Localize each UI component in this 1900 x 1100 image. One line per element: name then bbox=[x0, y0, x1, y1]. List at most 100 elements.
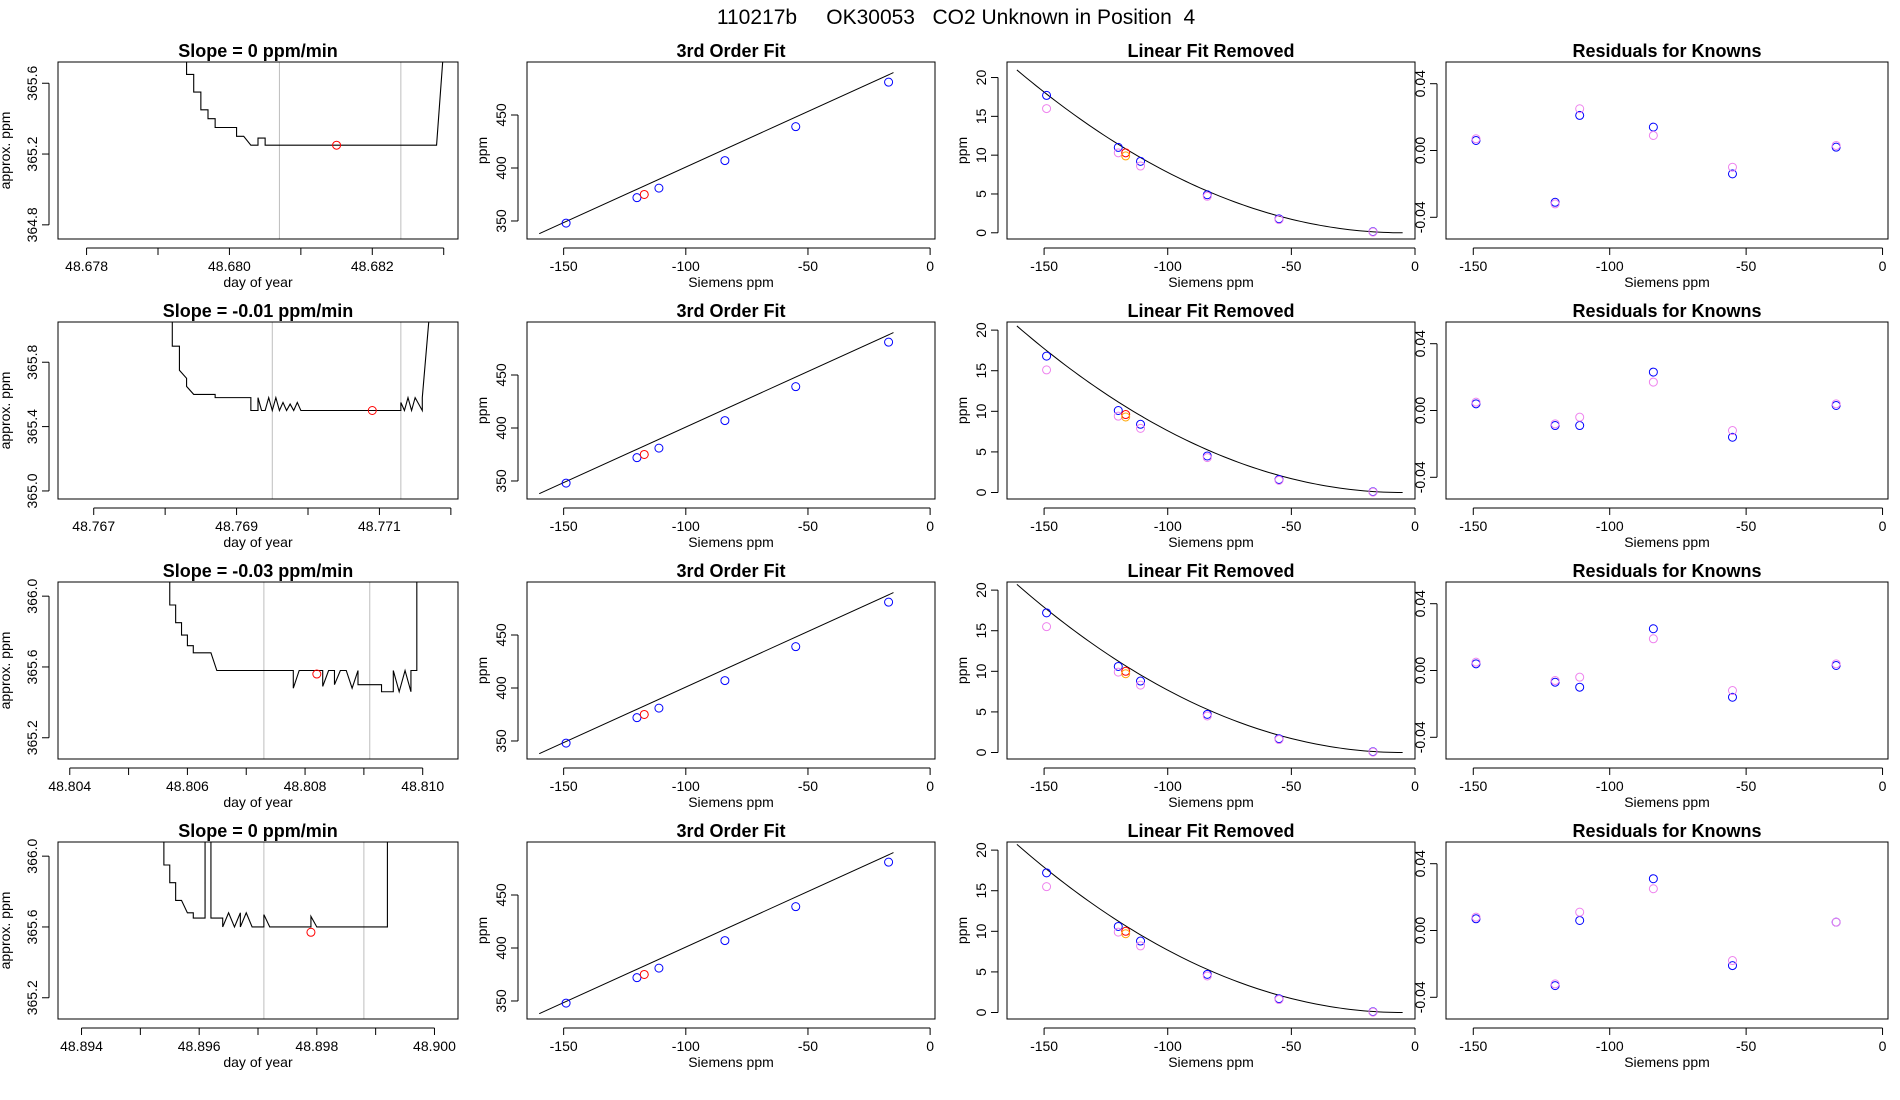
plot-area bbox=[539, 72, 894, 235]
x-tick-label: 0 bbox=[1879, 778, 1887, 794]
data-point bbox=[1648, 624, 1658, 634]
x-tick-label: -150 bbox=[1459, 778, 1487, 794]
y-tick-label: -0.04 bbox=[1412, 981, 1428, 1013]
y-tick-label: 0 bbox=[973, 229, 989, 237]
plot-area bbox=[1471, 874, 1841, 991]
x-tick-label: -50 bbox=[798, 778, 818, 794]
y-axis-label: ppm bbox=[474, 137, 490, 164]
y-axis-label: approx. ppm bbox=[0, 112, 13, 190]
y-tick-label: 365.6 bbox=[24, 66, 40, 101]
x-tick-label: -100 bbox=[1596, 258, 1624, 274]
y-tick-label: 365.6 bbox=[24, 909, 40, 944]
data-point bbox=[561, 478, 571, 488]
panel-title: Residuals for Knowns bbox=[1572, 561, 1761, 581]
plot-area bbox=[1471, 624, 1841, 702]
x-tick-label: 48.682 bbox=[351, 258, 394, 274]
data-point bbox=[791, 902, 801, 912]
plot-frame bbox=[57, 841, 459, 1020]
x-tick-label: -150 bbox=[1459, 258, 1487, 274]
x-tick-label: -150 bbox=[1459, 1038, 1487, 1054]
y-tick-label: 365.2 bbox=[24, 720, 40, 755]
data-point bbox=[1575, 907, 1585, 917]
fit-curve bbox=[1016, 69, 1403, 234]
data-point bbox=[1368, 227, 1378, 237]
data-point bbox=[1121, 148, 1131, 158]
x-axis-label: day of year bbox=[223, 1054, 293, 1070]
plot-frame bbox=[1445, 581, 1889, 760]
data-point bbox=[1042, 365, 1052, 375]
chart-panel-r3-c2: Linear Fit Removed -150 -100 -50 0 Siemens pp… bbox=[954, 821, 1419, 1070]
data-point bbox=[1727, 692, 1737, 702]
x-axis-label: Siemens ppm bbox=[1168, 794, 1254, 810]
plot-area bbox=[1016, 325, 1403, 497]
chart-panel-r0-c1: 3rd Order Fit -150 -100 -50 0 Siemens ppm 350 4… bbox=[474, 41, 936, 290]
y-axis-label: approx. ppm bbox=[0, 372, 13, 450]
x-tick-label: 0 bbox=[1879, 1038, 1887, 1054]
data-point bbox=[1136, 680, 1146, 690]
data-point bbox=[1121, 669, 1131, 679]
data-point bbox=[1471, 657, 1481, 667]
panel-title: Linear Fit Removed bbox=[1127, 821, 1294, 841]
data-point bbox=[1042, 882, 1052, 892]
x-tick-label: -100 bbox=[1596, 518, 1624, 534]
y-tick-label: 365.8 bbox=[24, 345, 40, 380]
y-tick-label: -0.04 bbox=[1412, 721, 1428, 753]
chart-panel-r2-c1: 3rd Order Fit -150 -100 -50 0 Siemens ppm 350 4… bbox=[474, 561, 936, 810]
data-point bbox=[1831, 140, 1841, 150]
panel-title: Slope = 0 ppm/min bbox=[178, 41, 338, 61]
plot-area bbox=[1016, 583, 1403, 757]
fit-curve bbox=[539, 592, 894, 755]
x-tick-label: -150 bbox=[550, 518, 578, 534]
fit-curve bbox=[1016, 583, 1403, 753]
plot-area bbox=[1471, 104, 1841, 209]
plot-frame bbox=[1006, 841, 1416, 1020]
panel-title: Slope = 0 ppm/min bbox=[178, 821, 338, 841]
y-tick-label: 365.6 bbox=[24, 649, 40, 684]
y-tick-label: 20 bbox=[973, 322, 989, 338]
x-tick-label: 0 bbox=[1411, 1038, 1419, 1054]
chart-panel-r1-c3: Residuals for Knowns -150 -100 -50 0 Siemens … bbox=[1412, 301, 1889, 550]
fit-curve bbox=[1016, 325, 1403, 493]
x-axis-label: Siemens ppm bbox=[1624, 794, 1710, 810]
data-point bbox=[1575, 672, 1585, 682]
plot-frame bbox=[1445, 321, 1889, 500]
y-tick-label: 364.8 bbox=[24, 207, 40, 242]
chart-panel-r0-c3: Residuals for Knowns -150 -100 -50 0 Siemens … bbox=[1412, 41, 1889, 290]
plot-frame bbox=[57, 321, 459, 500]
plot-area bbox=[171, 322, 430, 499]
y-tick-label: 400 bbox=[493, 156, 509, 180]
data-point bbox=[1136, 156, 1146, 166]
x-tick-label: -150 bbox=[550, 778, 578, 794]
y-tick-label: 20 bbox=[973, 582, 989, 598]
y-tick-label: 400 bbox=[493, 416, 509, 440]
x-tick-label: -50 bbox=[1736, 518, 1756, 534]
y-tick-label: -0.04 bbox=[1412, 201, 1428, 233]
chart-panel-r3-c0: Slope = 0 ppm/min 48.894 48.896 48.898 48.90… bbox=[0, 821, 459, 1070]
x-tick-label: 0 bbox=[1411, 778, 1419, 794]
chart-panel-r0-c0: Slope = 0 ppm/min 48.678 48.680 48.682 day o… bbox=[0, 41, 459, 290]
x-axis-label: Siemens ppm bbox=[1168, 534, 1254, 550]
data-point bbox=[632, 193, 642, 203]
panel-title: Linear Fit Removed bbox=[1127, 561, 1294, 581]
plot-area bbox=[1016, 69, 1403, 237]
x-tick-label: -50 bbox=[1281, 518, 1301, 534]
data-point bbox=[1550, 199, 1560, 209]
x-tick-label: -50 bbox=[1736, 258, 1756, 274]
data-point bbox=[1121, 151, 1131, 161]
x-tick-label: -50 bbox=[1281, 778, 1301, 794]
chart-panel-r2-c0: Slope = -0.03 ppm/min 48.804 48.806 48.808 4… bbox=[0, 561, 459, 810]
panel-title: Linear Fit Removed bbox=[1127, 41, 1294, 61]
data-point bbox=[1113, 148, 1123, 158]
x-axis-label: Siemens ppm bbox=[688, 534, 774, 550]
plot-frame bbox=[526, 61, 936, 240]
x-tick-label: 0 bbox=[1411, 258, 1419, 274]
y-axis-label: approx. ppm bbox=[0, 632, 13, 710]
x-tick-label: -150 bbox=[550, 1038, 578, 1054]
fit-curve bbox=[539, 72, 894, 235]
data-point bbox=[791, 642, 801, 652]
x-tick-label: 48.680 bbox=[208, 258, 251, 274]
y-tick-label: 0.04 bbox=[1412, 70, 1428, 97]
plot-area bbox=[539, 852, 894, 1015]
data-point bbox=[1471, 397, 1481, 407]
